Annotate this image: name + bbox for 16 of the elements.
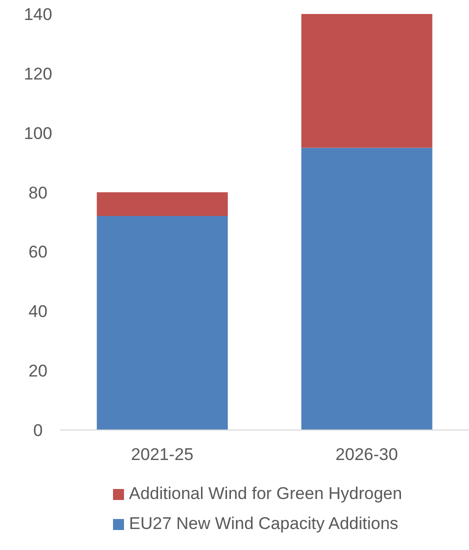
y-tick-label: 120 [24,64,52,84]
y-tick-label: 40 [28,302,48,322]
x-tick-label: 2026-30 [336,445,398,464]
y-tick-label: 140 [24,5,52,24]
y-tick-label: 60 [28,242,48,262]
bar [301,148,432,430]
bar [301,14,432,148]
y-tick-label: 0 [33,421,43,440]
y-tick-label: 20 [28,362,48,381]
x-tick-label: 2021-25 [131,445,194,464]
legend-label: EU27 New Wind Capacity Additions [129,514,398,534]
legend-label: Additional Wind for Green Hydrogen [129,484,402,504]
y-tick-label: 100 [24,124,52,143]
bar [96,192,228,216]
bar [96,216,228,430]
y-tick-label: 80 [28,183,48,202]
